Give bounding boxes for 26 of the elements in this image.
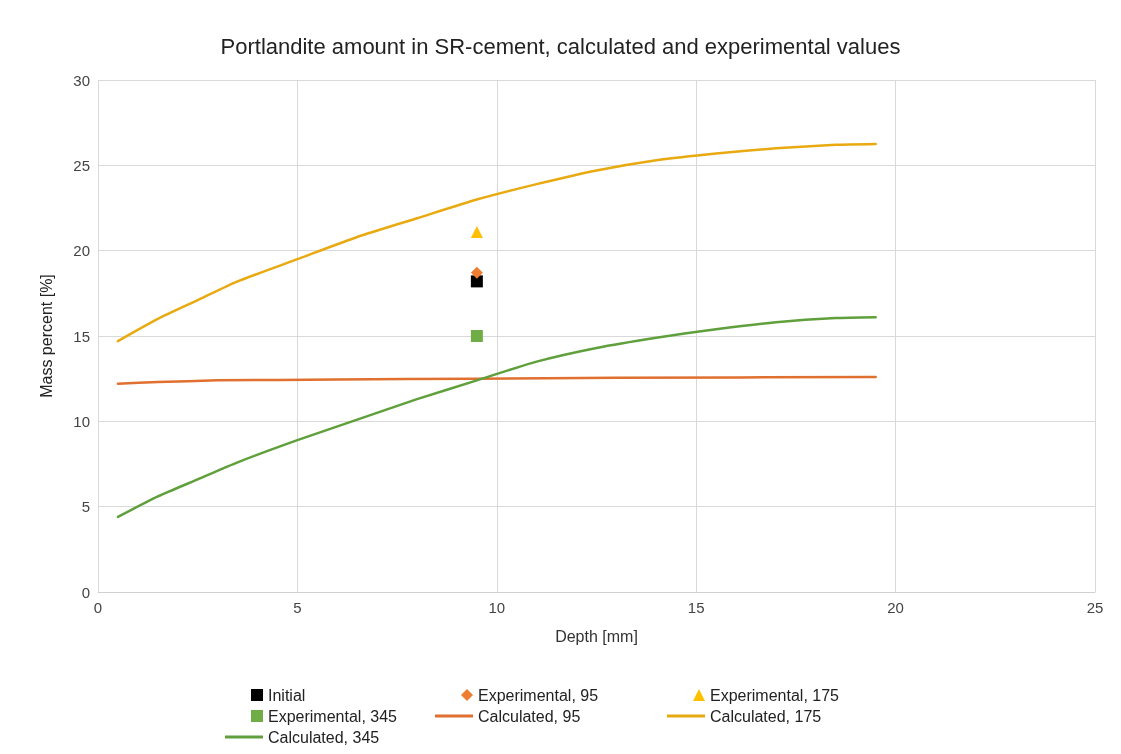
y-tick-label: 0	[81, 583, 90, 601]
line-series	[116, 142, 877, 343]
chart-title: Portlandite amount in SR-cement, calculated and experimental values	[220, 33, 901, 59]
legend-label: Calculated, 345	[268, 728, 380, 746]
legend-label: Experimental, 175	[710, 686, 840, 704]
y-tick-label: 10	[73, 412, 90, 430]
y-tick-label: 30	[73, 71, 90, 89]
legend-label: Calculated, 95	[478, 707, 581, 725]
x-tick-label: 10	[488, 599, 506, 616]
line-series	[116, 375, 877, 386]
x-tick-label: 15	[687, 599, 705, 616]
legend-label: Experimental, 345	[268, 707, 398, 725]
y-tick-label: 25	[73, 156, 90, 174]
legend-label: Initial	[268, 686, 306, 704]
x-tick-label: 20	[887, 599, 904, 616]
legend-label: Experimental, 95	[478, 686, 599, 704]
y-tick-label: 5	[81, 498, 90, 516]
legend-label: Calculated, 175	[710, 707, 822, 725]
y-tick-label: 15	[73, 327, 90, 345]
y-axis-title: Mass percent [%]	[37, 274, 55, 398]
y-tick-label: 20	[73, 242, 90, 260]
x-axis-title: Depth [mm]	[555, 627, 638, 645]
x-tick-label: 0	[93, 599, 103, 616]
line-series	[116, 315, 877, 519]
x-tick-label: 25	[1086, 599, 1104, 616]
x-tick-label: 5	[293, 599, 302, 616]
